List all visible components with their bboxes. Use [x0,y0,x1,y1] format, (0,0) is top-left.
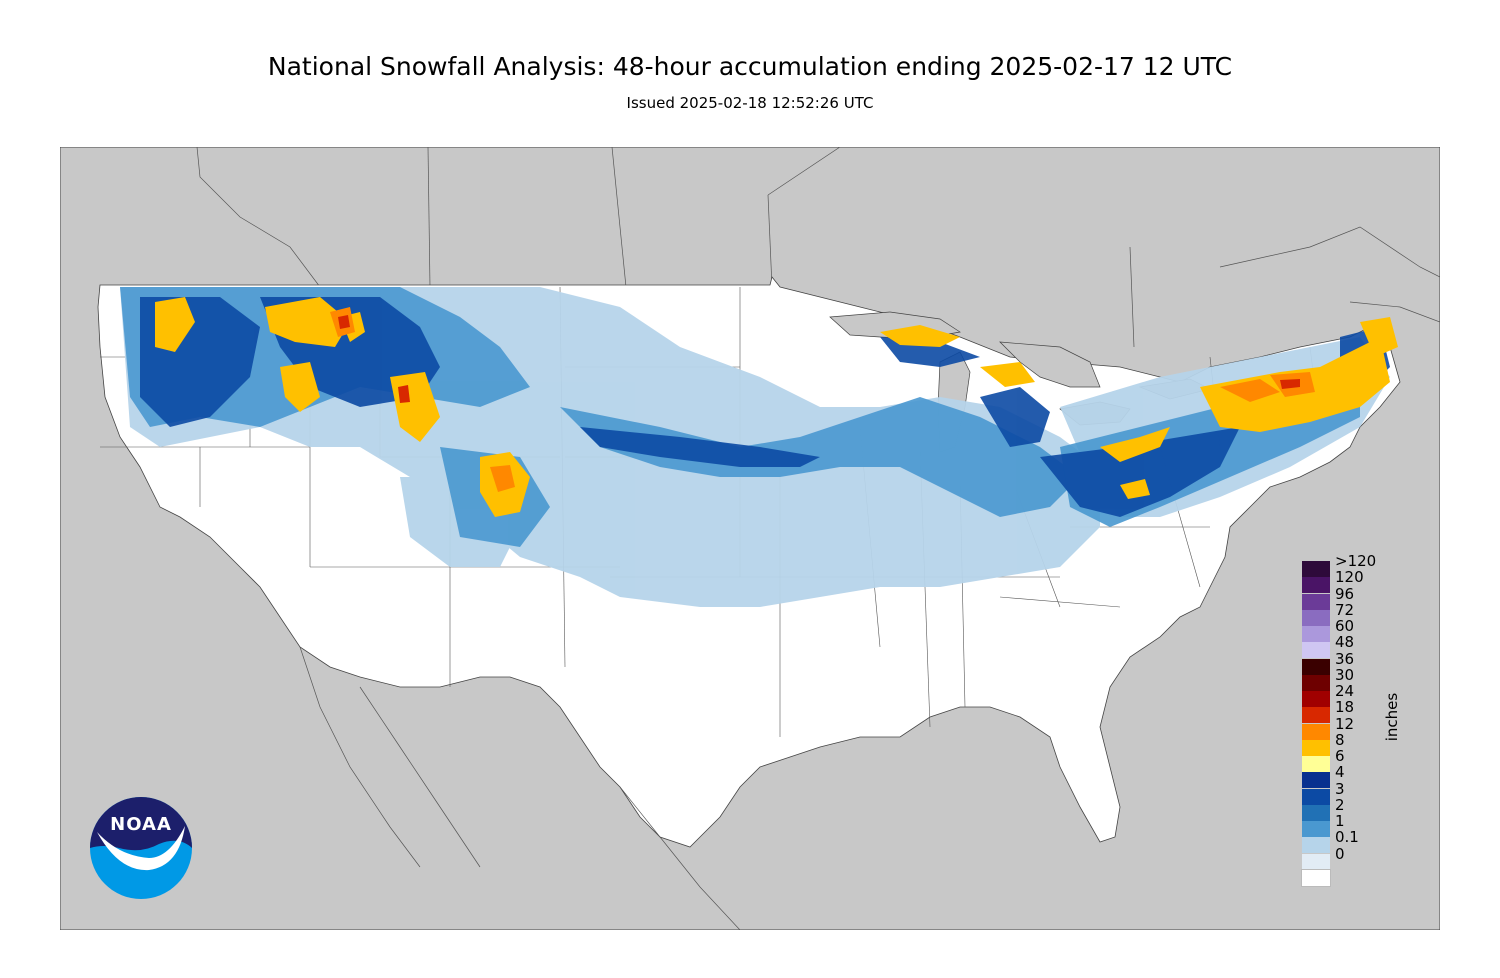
legend-label: 8 [1335,730,1345,749]
legend-swatch [1302,691,1330,707]
legend-swatch [1302,642,1330,659]
map-title: National Snowfall Analysis: 48-hour accu… [267,52,1233,81]
legend-label: 12 [1335,714,1355,733]
legend-label: 120 [1335,568,1364,587]
legend-label: 0.1 [1335,828,1359,847]
legend-swatch [1302,609,1330,626]
legend-swatch [1302,853,1330,870]
snowfall-map [60,147,1440,930]
legend-label: 4 [1335,763,1345,782]
legend-swatch [1302,821,1330,837]
legend-swatch [1302,788,1330,805]
noaa-logo: NOAA [90,797,192,899]
legend-label: 96 [1335,584,1355,603]
legend-label: 48 [1335,633,1355,652]
legend-swatch [1302,707,1330,724]
legend-label: 60 [1335,617,1355,635]
legend-swatch [1302,804,1330,821]
legend-label: 1 [1335,812,1345,830]
legend-swatch [1302,674,1330,691]
legend-swatch [1301,868,1331,887]
legend-swatch [1302,658,1330,675]
mexico-outline [299,646,741,930]
legend-swatch [1302,723,1330,740]
legend-swatch [1302,561,1330,577]
legend-swatch [1302,739,1330,756]
map-subtitle: Issued 2025-02-18 12:52:26 UTC [626,94,874,112]
legend-label: 3 [1335,779,1345,798]
noaa-logo-text: NOAA [110,814,172,835]
legend-swatch [1302,756,1330,772]
legend-label: 24 [1335,682,1355,700]
legend-label: 0 [1335,844,1345,863]
legend-label: 6 [1335,747,1345,765]
legend-label: 18 [1335,698,1355,717]
legend-label: 30 [1335,665,1355,684]
legend-label: 72 [1335,600,1355,619]
legend-label: >120 [1335,552,1377,570]
legend-unit-label: inches [1383,692,1401,742]
legend-label: 2 [1335,795,1345,814]
legend-swatch [1302,626,1330,642]
legend-swatch [1302,593,1330,610]
legend-swatch [1302,837,1330,854]
legend-label: 36 [1335,649,1355,668]
snow-red [338,315,1300,403]
canada-borders [196,147,1440,348]
legend-swatch [1302,577,1330,594]
legend-swatch [1302,772,1330,789]
